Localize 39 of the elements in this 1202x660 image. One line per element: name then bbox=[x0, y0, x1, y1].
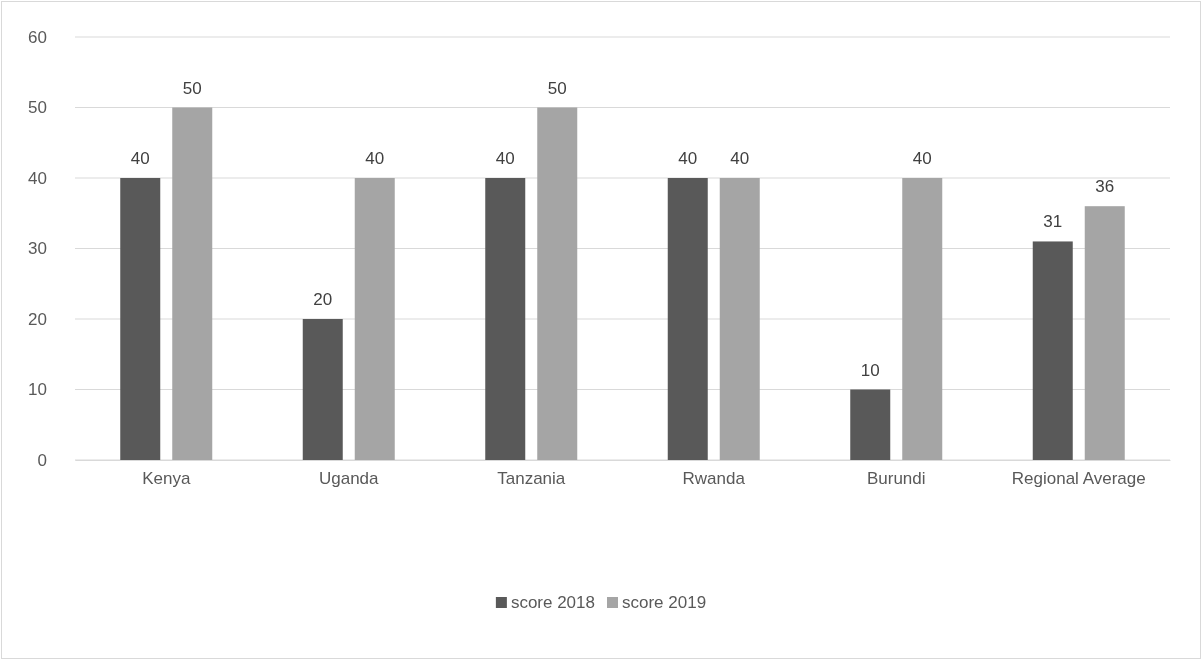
y-tick-label: 60 bbox=[28, 27, 47, 47]
y-tick-label: 50 bbox=[28, 98, 47, 118]
data-label: 50 bbox=[182, 78, 202, 98]
y-tick-label: 30 bbox=[28, 239, 47, 259]
x-tick-label: Regional Average bbox=[1011, 469, 1146, 489]
data-label: 40 bbox=[912, 149, 932, 168]
data-label: 36 bbox=[1095, 177, 1115, 197]
y-tick-label: 20 bbox=[28, 309, 47, 329]
bar bbox=[1032, 241, 1073, 460]
data-label: 40 bbox=[365, 149, 385, 168]
x-tick-label: Burundi bbox=[866, 469, 926, 489]
bar bbox=[120, 178, 161, 460]
bar bbox=[902, 178, 943, 460]
y-tick-label: 40 bbox=[28, 168, 47, 188]
data-label: 31 bbox=[1043, 212, 1063, 232]
x-tick-label: Uganda bbox=[318, 469, 380, 489]
y-tick-label: 10 bbox=[28, 380, 47, 400]
bar bbox=[302, 319, 343, 460]
bar bbox=[850, 389, 891, 460]
data-label: 40 bbox=[130, 149, 150, 168]
x-tick-label: Kenya bbox=[142, 469, 191, 489]
bar bbox=[719, 178, 760, 460]
data-label: 50 bbox=[547, 78, 567, 98]
legend-label: score 2019 bbox=[622, 593, 707, 612]
bar bbox=[667, 178, 708, 460]
data-label: 40 bbox=[495, 149, 515, 168]
bar bbox=[485, 178, 526, 460]
x-tick-label: Tanzania bbox=[497, 469, 566, 489]
bar bbox=[1084, 206, 1125, 460]
x-tick-label: Rwanda bbox=[682, 469, 746, 489]
y-tick-label: 0 bbox=[37, 450, 47, 470]
bar bbox=[172, 107, 213, 460]
bar bbox=[537, 107, 578, 460]
data-label: 20 bbox=[313, 290, 333, 309]
legend-label: score 2018 bbox=[510, 593, 595, 612]
bar bbox=[354, 178, 395, 460]
data-label: 40 bbox=[730, 149, 750, 168]
data-label: 10 bbox=[860, 360, 880, 380]
data-label: 40 bbox=[678, 149, 698, 168]
